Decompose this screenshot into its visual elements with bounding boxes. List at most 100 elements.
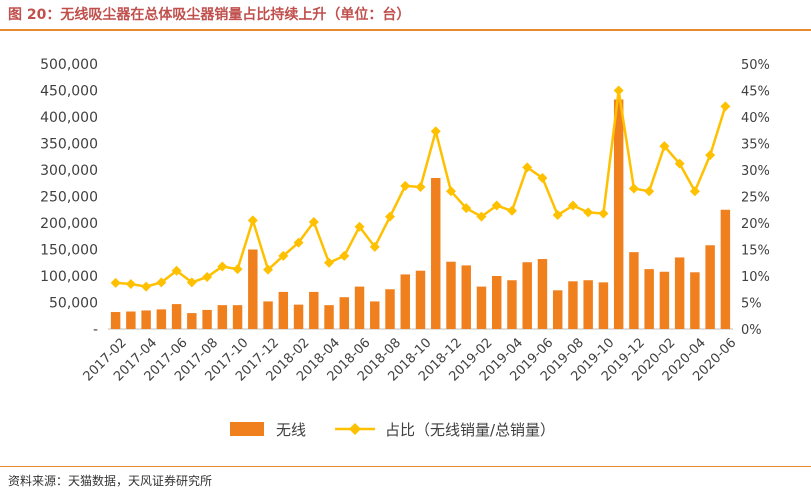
bar bbox=[248, 249, 258, 329]
line-point bbox=[552, 210, 563, 221]
line-point bbox=[567, 200, 578, 211]
right-axis-tick-label: 20% bbox=[741, 217, 770, 232]
line-point bbox=[385, 211, 396, 222]
left-axis-tick-label: 250,000 bbox=[40, 190, 98, 206]
bar bbox=[613, 99, 624, 329]
right-axis-tick-label: 5% bbox=[741, 297, 762, 312]
line-point bbox=[217, 261, 228, 272]
line-point bbox=[110, 277, 121, 288]
bar bbox=[705, 245, 715, 329]
right-axis-tick-label: 0% bbox=[741, 323, 762, 338]
line-point bbox=[278, 250, 289, 261]
bar bbox=[126, 311, 136, 329]
left-axis-tick-label: 450,000 bbox=[40, 84, 98, 100]
bar bbox=[400, 274, 410, 329]
combo-chart: - 50,000 100,000 150,000 200,000 250,000 300,0… bbox=[40, 57, 770, 439]
bar bbox=[690, 272, 700, 329]
line-point bbox=[476, 211, 487, 222]
line-point bbox=[324, 257, 335, 268]
bar bbox=[187, 313, 197, 329]
right-axis-tick-label: 30% bbox=[741, 164, 770, 179]
legend-bar-swatch bbox=[230, 422, 264, 436]
left-axis-tick-label: 100,000 bbox=[40, 269, 98, 285]
line-point bbox=[186, 277, 197, 288]
legend-line-marker bbox=[349, 423, 361, 435]
legend-line-label: 占比（无线销量/总销量） bbox=[385, 421, 555, 439]
line-point bbox=[263, 264, 274, 275]
right-axis-ticks: 0% 5% 10% 15% 20% 25% 30% 35% 40% 45% 50% bbox=[741, 58, 770, 338]
bar bbox=[415, 270, 426, 329]
line-point bbox=[308, 216, 319, 227]
bar bbox=[278, 291, 289, 329]
bar bbox=[110, 312, 121, 329]
legend-bar-label: 无线 bbox=[276, 421, 306, 439]
line-point bbox=[522, 162, 533, 173]
source-note: 资料来源：天猫数据，天风证券研究所 bbox=[8, 474, 213, 488]
line-point bbox=[141, 281, 152, 292]
line-point bbox=[415, 181, 426, 192]
bar-series bbox=[110, 99, 731, 329]
bar bbox=[476, 286, 487, 329]
right-axis-tick-label: 35% bbox=[741, 138, 770, 153]
line-point bbox=[598, 208, 609, 219]
bar bbox=[491, 276, 502, 329]
line-point bbox=[583, 207, 594, 218]
left-axis-tick-label: 50,000 bbox=[49, 296, 98, 312]
line-point bbox=[445, 186, 456, 197]
line-point bbox=[674, 158, 685, 169]
bar bbox=[156, 309, 167, 329]
line-point bbox=[491, 200, 502, 211]
line-point bbox=[506, 205, 517, 216]
bar bbox=[461, 265, 471, 329]
line-point bbox=[644, 186, 655, 197]
bar bbox=[141, 310, 151, 329]
bar bbox=[446, 261, 456, 329]
left-axis-tick-label: 150,000 bbox=[40, 243, 98, 259]
bar bbox=[659, 271, 670, 329]
bar bbox=[583, 280, 593, 329]
left-axis-tick-label: 400,000 bbox=[40, 110, 98, 126]
right-axis-tick-label: 40% bbox=[741, 111, 770, 126]
line-point bbox=[628, 183, 639, 194]
right-axis-tick-label: 15% bbox=[741, 244, 770, 259]
bar bbox=[339, 297, 350, 329]
bar bbox=[293, 304, 304, 329]
bar bbox=[202, 309, 212, 329]
bar bbox=[598, 282, 609, 329]
title-bar: 图 20：无线吸尘器在总体吸尘器销量占比持续上升（单位：台） bbox=[0, 0, 811, 31]
line-series bbox=[110, 85, 731, 292]
left-axis-tick-label: 300,000 bbox=[40, 163, 98, 179]
bar bbox=[674, 257, 685, 329]
bar bbox=[537, 259, 548, 329]
line-point bbox=[689, 186, 700, 197]
right-axis-tick-label: 25% bbox=[741, 191, 770, 206]
bar bbox=[720, 209, 731, 329]
bar bbox=[354, 286, 365, 329]
left-axis-tick-label: 200,000 bbox=[40, 216, 98, 232]
line-point bbox=[369, 241, 380, 252]
x-axis-ticks: 2017-022017-042017-062017-082017-102017-… bbox=[81, 335, 740, 384]
line-point bbox=[659, 141, 670, 152]
figure-title: 图 20：无线吸尘器在总体吸尘器销量占比持续上升（单位：台） bbox=[8, 7, 411, 23]
line-point bbox=[293, 237, 304, 248]
line-point bbox=[613, 85, 624, 96]
bar bbox=[370, 301, 380, 329]
bar bbox=[644, 269, 654, 329]
line-point bbox=[156, 277, 167, 288]
bar bbox=[522, 262, 532, 329]
line-point bbox=[705, 150, 716, 161]
bar bbox=[263, 301, 273, 329]
right-axis-tick-label: 45% bbox=[741, 85, 770, 100]
left-axis-ticks: - 50,000 100,000 150,000 200,000 250,000 300,0… bbox=[40, 57, 98, 338]
chart-area: - 50,000 100,000 150,000 200,000 250,000 300,0… bbox=[0, 32, 811, 464]
left-axis-tick-label: 500,000 bbox=[40, 57, 98, 73]
bar bbox=[629, 252, 639, 329]
bar bbox=[507, 280, 517, 329]
line-point bbox=[720, 101, 731, 112]
left-axis-tick-label: - bbox=[93, 322, 98, 338]
bar bbox=[324, 305, 334, 329]
left-axis-tick-label: 350,000 bbox=[40, 137, 98, 153]
bar bbox=[171, 304, 182, 329]
line-point bbox=[537, 172, 548, 183]
line-point bbox=[202, 272, 213, 283]
